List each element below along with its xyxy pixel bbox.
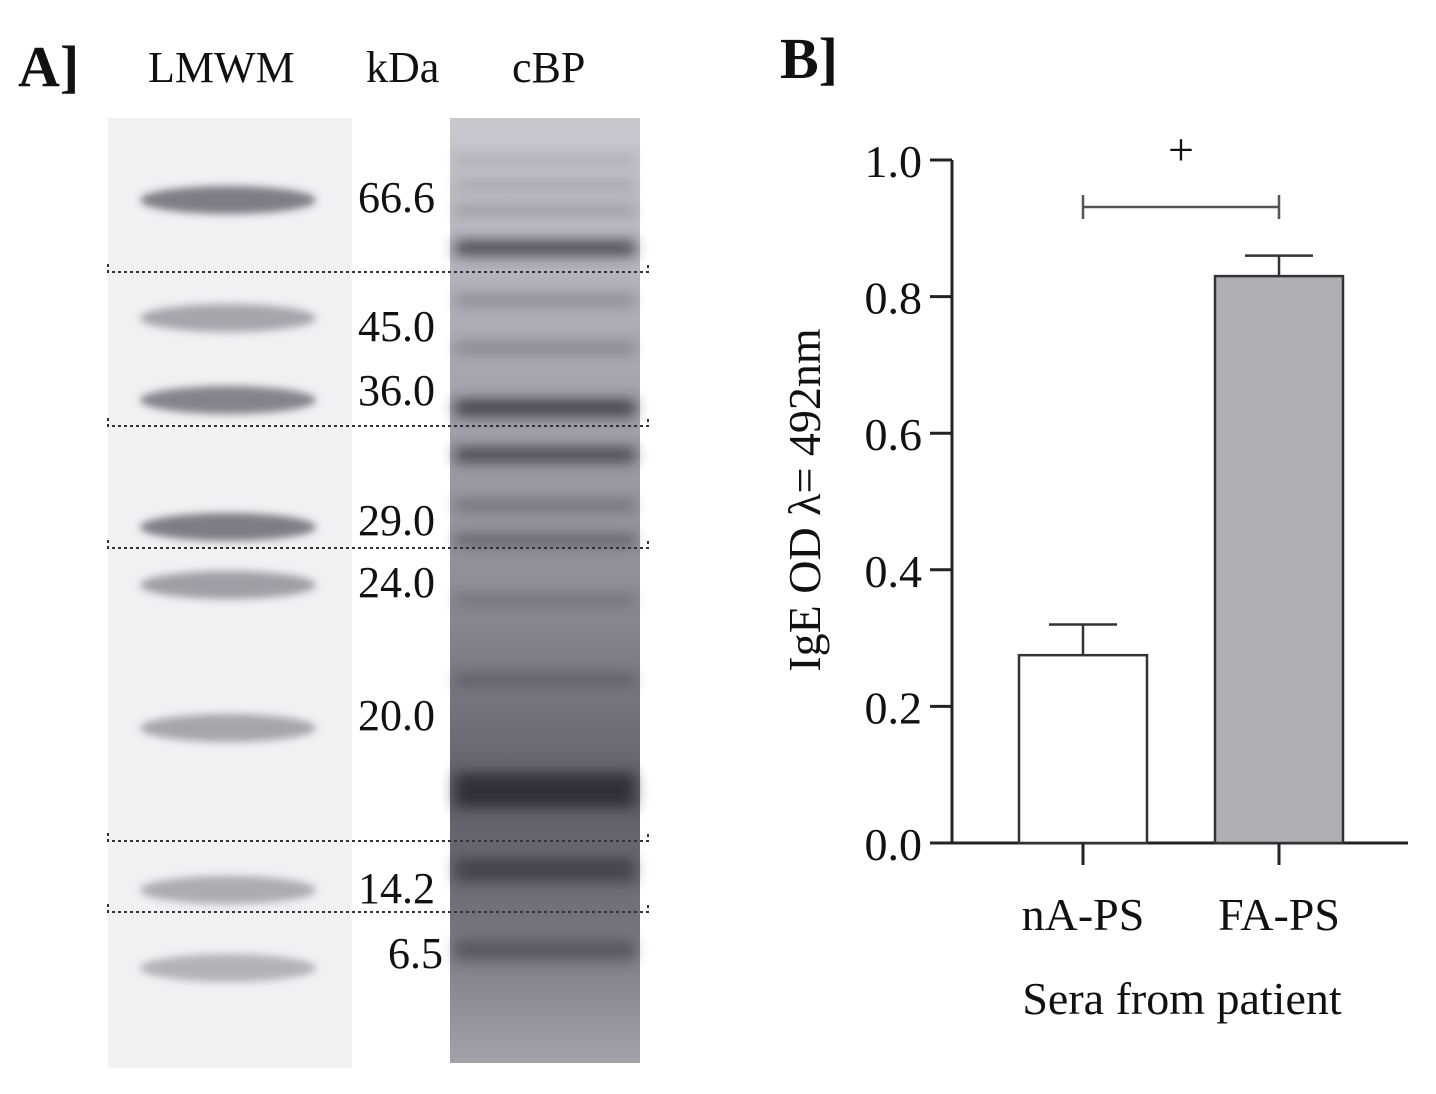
sample-band: [455, 858, 635, 882]
panel-b: B] 0.0 0.2 0.4 0.6 0.8 1.0 nA-PS FA-PS IgE OD λ…: [779, 26, 1408, 1024]
sample-band: [455, 206, 635, 214]
y-tick-label: 1.0: [865, 136, 923, 187]
y-tick-label: 0.8: [865, 273, 923, 324]
panel-a-label: A]: [18, 34, 79, 99]
sample-band: [455, 344, 635, 352]
marker-band: [140, 386, 316, 414]
sample-band: [455, 182, 635, 188]
band-guide-lines: [107, 264, 649, 913]
kda-label: 29.0: [358, 496, 435, 545]
sample-band: [455, 773, 635, 807]
lane-label-marker: LMWM: [148, 43, 295, 92]
sample-band: [455, 940, 635, 960]
kda-label: 36.0: [358, 366, 435, 415]
marker-band: [140, 714, 316, 742]
panel-b-label: B]: [780, 26, 838, 91]
sample-band: [455, 596, 635, 604]
kda-label: 24.0: [358, 558, 435, 607]
y-tick-label: 0.6: [865, 409, 923, 460]
band-guide-line: [107, 418, 649, 427]
sample-band: [455, 676, 635, 684]
band-guide-line: [107, 540, 649, 549]
sample-band: [455, 448, 635, 462]
marker-band: [140, 954, 316, 982]
sample-lane: [450, 118, 640, 1063]
marker-band: [140, 876, 316, 904]
band-guide-line: [107, 904, 649, 913]
marker-band: [140, 513, 316, 541]
lane-label-unit: kDa: [366, 43, 439, 92]
x-tick-label: FA-PS: [1218, 889, 1340, 940]
lane-label-sample: cBP: [512, 43, 585, 92]
marker-bands: [140, 186, 316, 982]
marker-band: [140, 571, 316, 599]
kda-labels: 66.6 45.0 36.0 29.0 24.0 20.0 14.2 6.5: [358, 173, 443, 978]
significance-marker: +: [1168, 124, 1194, 175]
y-axis-title: IgE OD λ= 492nm: [779, 328, 830, 672]
sample-band: [455, 157, 635, 163]
x-axis-title: Sera from patient: [1022, 973, 1342, 1024]
marker-band: [140, 304, 316, 332]
band-guide-line: [107, 264, 649, 273]
sample-band: [455, 501, 635, 509]
kda-label: 6.5: [388, 929, 443, 978]
y-tick-label: 0.4: [865, 546, 923, 597]
kda-label: 20.0: [358, 691, 435, 740]
sample-band: [455, 400, 635, 416]
y-tick-label: 0.0: [865, 819, 923, 870]
kda-label: 66.6: [358, 173, 435, 222]
sample-band: [455, 241, 635, 255]
panel-a: A] LMWM kDa cBP 66.6 45.0 36.0 29.0 24.0 20.0…: [18, 34, 649, 1068]
x-tick-label: nA-PS: [1022, 889, 1145, 940]
sample-band: [455, 296, 635, 304]
bar-na-ps: [1017, 653, 1149, 845]
kda-label: 14.2: [358, 864, 435, 913]
sample-band: [455, 535, 635, 545]
sample-bands: [455, 157, 635, 960]
y-tick-label: 0.2: [865, 682, 923, 733]
kda-label: 45.0: [358, 302, 435, 351]
bar-chart: 0.0 0.2 0.4 0.6 0.8 1.0 nA-PS FA-PS: [865, 136, 1408, 940]
marker-band: [140, 186, 316, 214]
band-guide-line: [107, 833, 649, 842]
bar-fa-ps: [1213, 274, 1345, 845]
